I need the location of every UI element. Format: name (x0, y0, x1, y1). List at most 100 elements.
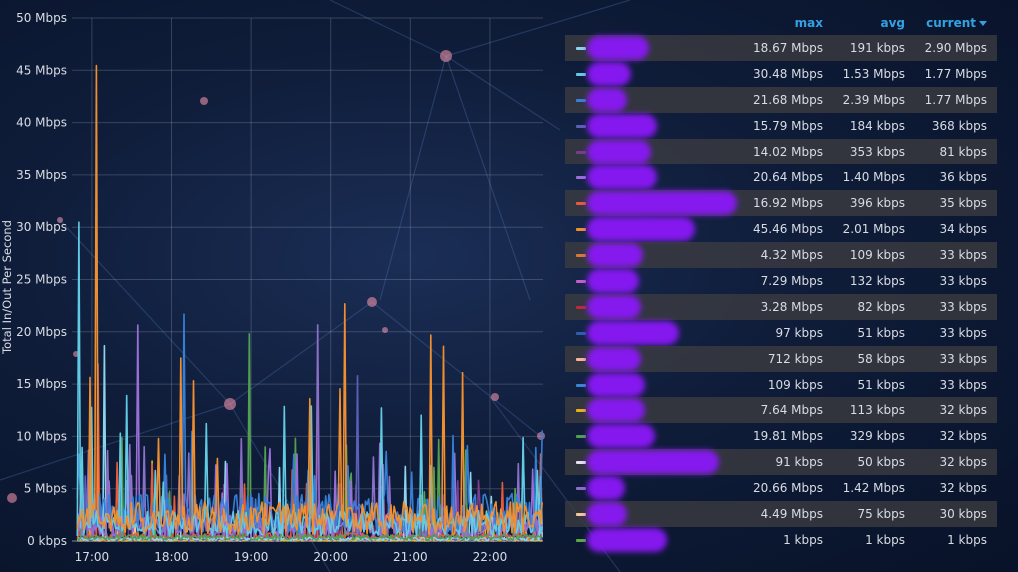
legend-row[interactable]: 4.32 Mbps 109 kbps 33 kbps (565, 242, 997, 269)
series-color-swatch (576, 513, 586, 517)
legend-avg-value: 82 kbps (857, 299, 905, 314)
legend-row[interactable]: 109 kbps 51 kbps 33 kbps (565, 372, 997, 398)
series-name-redacted (587, 450, 719, 475)
series-color-swatch (576, 357, 586, 361)
legend-row[interactable]: 15.79 Mbps 184 kbps 368 kbps (565, 113, 997, 139)
legend-row[interactable]: 91 kbps 50 kbps 32 kbps (565, 449, 997, 476)
legend-max-value: 30.48 Mbps (752, 66, 823, 81)
series-name-redacted (587, 36, 649, 60)
series-color-swatch (576, 150, 586, 154)
legend-avg-value: 329 kbps (849, 429, 905, 444)
legend-row[interactable]: 97 kbps 51 kbps 33 kbps (565, 320, 997, 346)
legend-row[interactable]: 712 kbps 58 kbps 33 kbps (565, 345, 997, 372)
legend-current-value: 33 kbps (939, 274, 987, 289)
legend-max-value: 19.81 Mbps (752, 429, 823, 444)
series-line (76, 64, 543, 536)
series-color-swatch (576, 435, 586, 439)
legend-avg-value: 132 kbps (849, 274, 905, 289)
legend-avg-value: 50 kbps (857, 455, 905, 470)
legend-max-value: 3.28 Mbps (760, 299, 823, 314)
legend-row[interactable]: 3.28 Mbps 82 kbps 33 kbps (565, 293, 997, 320)
series-color-swatch (576, 176, 586, 180)
legend-rows: 18.67 Mbps 191 kbps 2.90 Mbps 30.48 Mbps 1.5… (565, 35, 997, 553)
series-name-redacted (587, 113, 657, 138)
series-color-swatch (576, 305, 586, 309)
column-header-max[interactable]: max (794, 16, 823, 30)
legend-avg-value: 51 kbps (857, 377, 905, 392)
legend-row[interactable]: 4.49 Mbps 75 kbps 30 kbps (565, 501, 997, 527)
legend-current-value: 33 kbps (939, 299, 987, 314)
legend-max-value: 7.29 Mbps (760, 274, 823, 289)
column-header-avg[interactable]: avg (880, 16, 905, 30)
legend-max-value: 4.49 Mbps (760, 507, 823, 522)
y-tick-label: 15 Mbps (16, 377, 67, 391)
series-name-redacted (587, 502, 627, 527)
x-tick-label: 20:00 (313, 550, 348, 564)
series-name-redacted (587, 398, 645, 423)
legend-current-value: 34 kbps (939, 222, 987, 237)
legend-row[interactable]: 20.66 Mbps 1.42 Mbps 32 kbps (565, 475, 997, 501)
y-axis-label: Total In/Out Per Second (0, 220, 14, 355)
legend-avg-value: 1.53 Mbps (842, 66, 905, 81)
y-tick-label: 35 Mbps (16, 168, 67, 182)
series-name-redacted (587, 139, 651, 164)
legend-current-value: 81 kbps (939, 144, 987, 159)
series-name-redacted (587, 191, 737, 216)
chart-grid (72, 17, 543, 542)
y-tick-label: 10 Mbps (16, 429, 67, 443)
y-tick-label: 20 Mbps (16, 325, 67, 339)
legend-avg-value: 2.01 Mbps (842, 222, 905, 237)
legend-current-value: 1.77 Mbps (924, 92, 987, 107)
legend-current-value: 32 kbps (939, 455, 987, 470)
traffic-line-chart: 0 kbps 5 Mbps 10 Mbps 15 Mbps 20 Mbps 25 Mbps… (0, 11, 543, 564)
legend-row[interactable]: 7.29 Mbps 132 kbps 33 kbps (565, 268, 997, 294)
legend-current-value: 32 kbps (939, 481, 987, 496)
legend-max-value: 18.67 Mbps (752, 41, 823, 55)
legend-avg-value: 113 kbps (849, 403, 905, 418)
series-name-redacted (587, 165, 657, 190)
legend-row[interactable]: 21.68 Mbps 2.39 Mbps 1.77 Mbps (565, 86, 997, 113)
legend-max-value: 712 kbps (767, 351, 823, 366)
series-color-swatch (576, 461, 586, 465)
legend-current-value: 1.77 Mbps (924, 66, 987, 81)
legend-avg-value: 191 kbps (849, 41, 905, 55)
sort-descending-icon (979, 21, 987, 26)
x-tick-label: 22:00 (473, 550, 508, 564)
legend-avg-value: 184 kbps (849, 118, 905, 133)
legend-current-value: 368 kbps (931, 118, 987, 133)
column-header-current[interactable]: current (926, 16, 987, 30)
legend-current-value: 1 kbps (947, 532, 987, 547)
x-axis-tick-labels: 17:00 18:00 19:00 20:00 21:00 22:00 (75, 550, 508, 564)
series-name-redacted (587, 61, 631, 86)
legend-row[interactable]: 7.64 Mbps 113 kbps 32 kbps (565, 397, 997, 424)
legend-row[interactable]: 18.67 Mbps 191 kbps 2.90 Mbps (565, 35, 997, 61)
y-tick-label: 5 Mbps (24, 482, 67, 496)
legend-current-value: 33 kbps (939, 325, 987, 340)
series-color-swatch (576, 487, 586, 491)
series-name-redacted (587, 372, 645, 397)
series-name-redacted (587, 294, 641, 319)
legend-row[interactable]: 20.64 Mbps 1.40 Mbps 36 kbps (565, 164, 997, 190)
legend-row[interactable]: 16.92 Mbps 396 kbps 35 kbps (565, 190, 997, 217)
legend-avg-value: 109 kbps (849, 248, 905, 263)
legend-row[interactable]: 1 kbps 1 kbps 1 kbps (565, 527, 997, 553)
legend-row[interactable]: 14.02 Mbps 353 kbps 81 kbps (565, 138, 997, 165)
series-color-swatch (576, 72, 586, 76)
legend-current-value: 32 kbps (939, 429, 987, 444)
legend-max-value: 109 kbps (767, 377, 823, 392)
series-color-swatch (576, 409, 586, 413)
series-name-redacted (587, 320, 679, 345)
legend-row[interactable]: 45.46 Mbps 2.01 Mbps 34 kbps (565, 216, 997, 242)
x-tick-label: 18:00 (154, 550, 189, 564)
legend-avg-value: 1.42 Mbps (842, 481, 905, 496)
legend-avg-value: 396 kbps (849, 196, 905, 211)
legend-row[interactable]: 19.81 Mbps 329 kbps 32 kbps (565, 423, 997, 449)
series-color-swatch (576, 124, 586, 128)
legend-current-value: 36 kbps (939, 170, 987, 185)
legend-table: max avg current 18.67 Mbps 191 kbps 2.90 M… (565, 12, 997, 553)
legend-max-value: 45.46 Mbps (752, 222, 823, 237)
legend-row[interactable]: 30.48 Mbps 1.53 Mbps 1.77 Mbps (565, 61, 997, 87)
x-tick-label: 19:00 (234, 550, 269, 564)
legend-header: max avg current (565, 12, 997, 35)
legend-max-value: 7.64 Mbps (760, 403, 823, 418)
